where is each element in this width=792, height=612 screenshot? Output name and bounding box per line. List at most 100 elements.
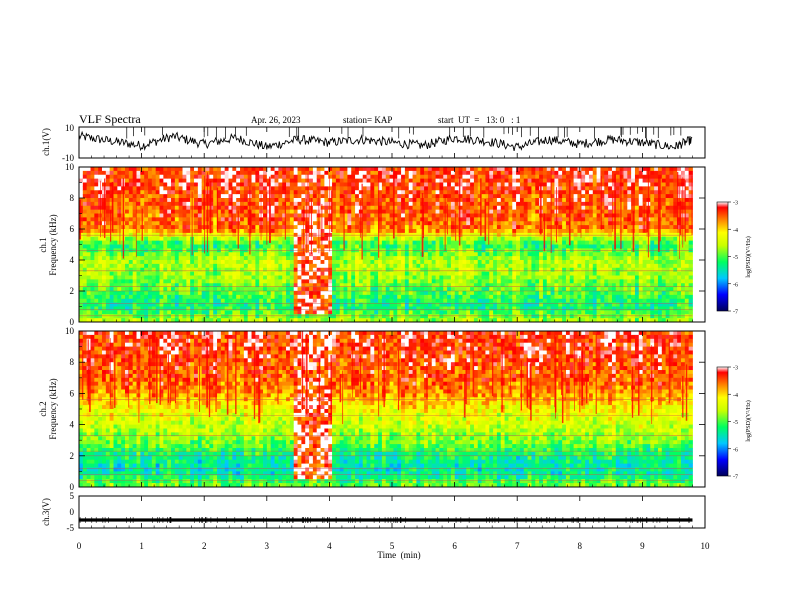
- spectrogram-cell: [224, 182, 229, 187]
- spectrogram-cell: [125, 209, 130, 214]
- spectrogram-cell: [339, 287, 344, 292]
- spectrogram-cell: [332, 252, 337, 257]
- spectrogram-cell: [496, 306, 502, 311]
- spectrogram-cell: [247, 283, 252, 288]
- spectrogram-cell: [117, 287, 122, 292]
- spectrogram-cell: [140, 294, 145, 300]
- spectrogram-cell: [109, 271, 114, 276]
- spectrogram-cell: [404, 267, 410, 273]
- spectrogram-cell: [512, 240, 517, 245]
- spectrogram-cell: [389, 186, 394, 191]
- spectrogram-cell: [531, 279, 536, 284]
- spectrogram-cell: [197, 225, 203, 230]
- spectrogram-cell: [140, 314, 145, 319]
- spectrogram-cell: [132, 225, 137, 230]
- spectrogram-cell: [209, 306, 214, 311]
- spectrogram-cell: [159, 275, 164, 280]
- spectrogram-cell: [79, 205, 84, 211]
- spectrogram-cell: [546, 194, 552, 199]
- spectrogram-cell: [401, 182, 406, 187]
- spectrogram-cell: [320, 302, 325, 307]
- spectrogram-cell: [454, 174, 459, 180]
- spectrogram-cell: [523, 252, 528, 257]
- spectrogram-cell: [470, 318, 475, 323]
- spectrogram-cell: [232, 256, 237, 261]
- spectrogram-cell: [167, 221, 172, 226]
- spectrogram-cell: [263, 213, 268, 218]
- spectrogram-cell: [328, 229, 333, 234]
- spectrogram-cell: [79, 275, 84, 280]
- spectrogram-cell: [493, 283, 498, 288]
- spectrogram-cell: [132, 217, 137, 222]
- spectrogram-cell: [504, 201, 509, 207]
- spectrogram-cell: [90, 256, 95, 261]
- spectrogram-cell: [128, 178, 134, 183]
- spectrogram-cell: [109, 170, 114, 176]
- spectrogram-cell: [523, 205, 528, 211]
- spectrogram-cell: [132, 302, 137, 307]
- spectrogram-cell: [493, 252, 498, 257]
- spectrogram-cell: [539, 306, 544, 311]
- spectrogram-cell: [500, 240, 505, 245]
- spectrogram-cell: [496, 298, 502, 304]
- spectrogram-cell: [381, 263, 387, 269]
- spectrogram-cell: [197, 298, 203, 304]
- spectrogram-cell: [274, 225, 279, 230]
- spectrogram-cell: [194, 221, 199, 226]
- spectrogram-cell: [355, 314, 360, 319]
- spectrogram-cell: [255, 298, 260, 304]
- spectrogram-cell: [305, 256, 310, 261]
- spectrogram-cell: [251, 182, 256, 187]
- spectrogram-cell: [519, 314, 525, 319]
- spectrogram-cell: [542, 291, 548, 296]
- spectrogram-cell: [144, 283, 149, 288]
- spectrogram-cell: [470, 225, 475, 230]
- spectrogram-cell: [343, 314, 348, 319]
- spectrogram-cell: [374, 190, 379, 195]
- spectrogram-cell: [263, 190, 268, 195]
- spectrogram-cell: [473, 190, 479, 195]
- spectrogram-cell: [132, 260, 137, 265]
- spectrogram-cell: [496, 263, 502, 269]
- spectrogram-cell: [109, 178, 114, 183]
- spectrogram-cell: [259, 310, 264, 315]
- spectrogram-cell: [374, 201, 379, 207]
- spectrogram-cell: [458, 217, 463, 222]
- spectrogram-cell: [470, 229, 475, 234]
- spectrogram-cell: [347, 201, 352, 207]
- spectrogram-cell: [251, 263, 256, 269]
- spectrogram-cell: [105, 275, 111, 280]
- spectrogram-cell: [416, 244, 421, 249]
- spectrogram-cell: [266, 275, 272, 280]
- spectrogram-cell: [485, 287, 490, 292]
- spectrogram-cell: [496, 225, 502, 230]
- spectrogram-cell: [213, 279, 218, 284]
- spectrogram-cell: [90, 229, 95, 234]
- spectrogram-cell: [174, 178, 180, 183]
- spectrogram-cell: [335, 182, 341, 187]
- spectrogram-cell: [412, 298, 417, 304]
- spectrogram-cell: [527, 186, 532, 191]
- spectrogram-cell: [113, 209, 118, 214]
- spectrogram-cell: [301, 283, 306, 288]
- spectrogram-cell: [286, 186, 291, 191]
- spectrogram-cell: [485, 291, 490, 296]
- spectrogram-cell: [473, 221, 479, 226]
- spectrogram-cell: [190, 256, 195, 261]
- spectrogram-cell: [473, 201, 479, 207]
- spectrogram-cell: [247, 291, 252, 296]
- spectrogram-cell: [167, 194, 172, 199]
- spectrogram-cell: [174, 252, 180, 257]
- spectrogram-cell: [136, 240, 141, 245]
- spectrogram-cell: [328, 167, 333, 172]
- spectrogram-cell: [454, 217, 459, 222]
- spectrogram-cell: [79, 229, 84, 234]
- spectrogram-cell: [236, 170, 241, 176]
- spectrogram-cell: [255, 318, 260, 323]
- spectrogram-cell: [324, 182, 329, 187]
- spectrogram-cell: [351, 306, 356, 311]
- spectrogram-cell: [151, 213, 157, 218]
- spectrogram-cell: [535, 221, 540, 226]
- spectrogram-cell: [316, 174, 321, 180]
- spectrogram-cell: [523, 271, 528, 276]
